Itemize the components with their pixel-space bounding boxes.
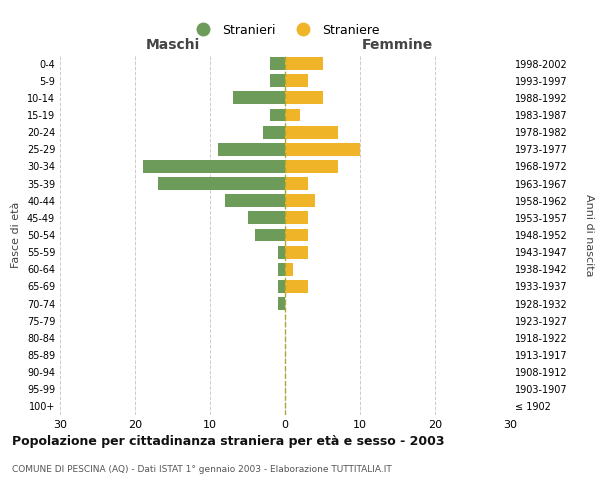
Bar <box>285 126 337 138</box>
Bar <box>270 74 285 87</box>
Bar <box>248 212 285 224</box>
Bar <box>157 177 285 190</box>
Bar <box>285 246 308 258</box>
Bar <box>285 228 308 241</box>
Bar <box>233 92 285 104</box>
Bar <box>285 143 360 156</box>
Text: Popolazione per cittadinanza straniera per età e sesso - 2003: Popolazione per cittadinanza straniera p… <box>12 435 445 448</box>
Bar <box>285 57 323 70</box>
Bar <box>270 57 285 70</box>
Bar <box>285 263 293 276</box>
Bar <box>277 263 285 276</box>
Bar <box>277 297 285 310</box>
Legend: Stranieri, Straniere: Stranieri, Straniere <box>186 18 384 42</box>
Bar <box>285 108 300 122</box>
Text: COMUNE DI PESCINA (AQ) - Dati ISTAT 1° gennaio 2003 - Elaborazione TUTTITALIA.IT: COMUNE DI PESCINA (AQ) - Dati ISTAT 1° g… <box>12 465 392 474</box>
Bar <box>218 143 285 156</box>
Bar <box>270 108 285 122</box>
Bar <box>285 177 308 190</box>
Bar <box>285 74 308 87</box>
Bar <box>285 194 315 207</box>
Bar <box>285 160 337 173</box>
Bar <box>277 280 285 293</box>
Text: Maschi: Maschi <box>145 38 200 52</box>
Bar <box>263 126 285 138</box>
Bar <box>285 92 323 104</box>
Bar <box>285 212 308 224</box>
Y-axis label: Fasce di età: Fasce di età <box>11 202 21 268</box>
Bar <box>143 160 285 173</box>
Bar <box>255 228 285 241</box>
Y-axis label: Anni di nascita: Anni di nascita <box>584 194 595 276</box>
Bar <box>225 194 285 207</box>
Text: Femmine: Femmine <box>362 38 433 52</box>
Bar <box>285 280 308 293</box>
Bar <box>277 246 285 258</box>
